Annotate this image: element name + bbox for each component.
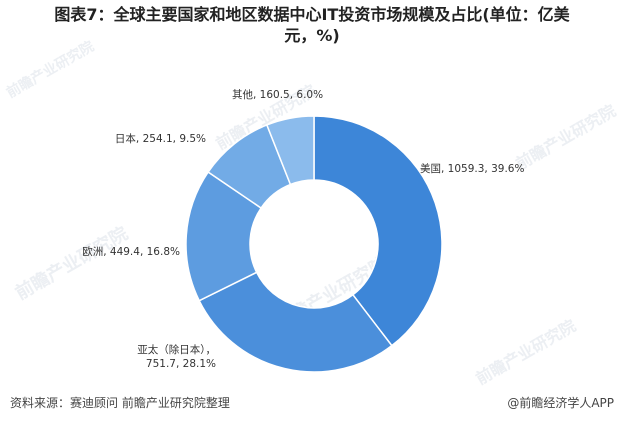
donut-slices [185,115,443,373]
slice-0 [313,115,443,347]
slice-label-2: 欧洲, 449.4, 16.8% [82,246,180,258]
watermark-3: 前瞻产业研究院 [513,101,620,173]
credit-note: @前瞻经济学人APP [507,396,614,410]
slice-1 [198,271,393,373]
slice-label-3: 日本, 254.1, 9.5% [115,132,206,145]
chart-title-line-1: 图表7：全球主要国家和地区数据中心IT投资市场规模及占比(单位：亿美 [54,5,570,24]
donut-labels: 美国, 1059.3, 39.6% 亚太（除日本）， 751.7, 28.1% 欧洲,… [82,88,524,370]
chart-title: 图表7：全球主要国家和地区数据中心IT投资市场规模及占比(单位：亿美 元，%) [0,0,624,46]
slice-label-0: 美国, 1059.3, 39.6% [420,162,524,175]
slice-label-1: 亚太（除日本）， 751.7, 28.1% [137,343,216,370]
watermark-1: 前瞻产业研究院 [4,38,97,102]
source-note: 资料来源：赛迪顾问 前瞻产业研究院整理 [10,396,230,410]
watermark-6: 前瞻产业研究院 [473,316,580,388]
footer: 资料来源：赛迪顾问 前瞻产业研究院整理 @前瞻经济学人APP [0,390,624,416]
slice-label-4: 其他, 160.5, 6.0% [232,88,323,101]
slice-4 [265,115,315,186]
chart-title-line-2: 元，%) [284,26,340,45]
watermark-4: 前瞻产业研究院 [12,222,132,304]
